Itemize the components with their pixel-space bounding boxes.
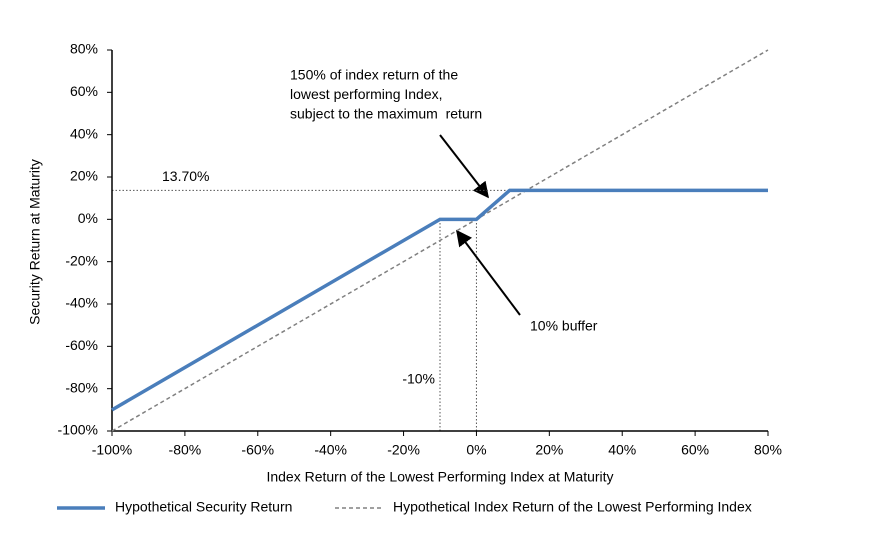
reference-label: 13.70% — [162, 168, 209, 184]
x-tick-label: 80% — [754, 442, 782, 458]
y-tick-label: 20% — [70, 168, 98, 184]
x-tick-label: 20% — [535, 442, 563, 458]
annotation: 10% buffer — [530, 318, 598, 334]
y-tick-label: 40% — [70, 125, 98, 141]
y-tick-label: -40% — [65, 295, 98, 311]
annotation-text: lowest performing Index, — [290, 86, 443, 102]
x-tick-label: -100% — [92, 442, 132, 458]
x-tick-label: -40% — [314, 442, 347, 458]
annotation-arrow — [456, 229, 521, 316]
y-tick-label: -60% — [65, 337, 98, 353]
x-tick-label: 60% — [681, 442, 709, 458]
y-tick-label: -100% — [58, 422, 98, 438]
x-tick-label: 40% — [608, 442, 636, 458]
reference-label: -10% — [402, 371, 435, 387]
annotation-arrow — [439, 134, 489, 199]
annotation-text: subject to the maximum return — [290, 106, 482, 122]
y-tick-label: 60% — [70, 83, 98, 99]
y-tick-label: -20% — [65, 252, 98, 268]
y-tick-label: 0% — [78, 210, 98, 226]
x-tick-label: -60% — [241, 442, 274, 458]
x-axis-title: Index Return of the Lowest Performing In… — [266, 469, 613, 485]
x-tick-label: -80% — [169, 442, 202, 458]
series-line — [111, 188, 768, 412]
y-tick-label: -80% — [65, 379, 98, 395]
annotation-text: 10% buffer — [530, 318, 598, 334]
x-tick-label: 0% — [466, 442, 486, 458]
y-tick-label: 80% — [70, 41, 98, 57]
legend-label: Hypothetical Index Return of the Lowest … — [393, 499, 752, 515]
y-axis-title: Security Return at Maturity — [27, 159, 43, 325]
series-line — [111, 49, 769, 432]
x-tick-label: -20% — [387, 442, 420, 458]
legend-label: Hypothetical Security Return — [115, 499, 292, 515]
annotation-text: 150% of index return of the — [290, 67, 458, 83]
annotation: 150% of index return of the lowest perfor… — [290, 67, 482, 122]
